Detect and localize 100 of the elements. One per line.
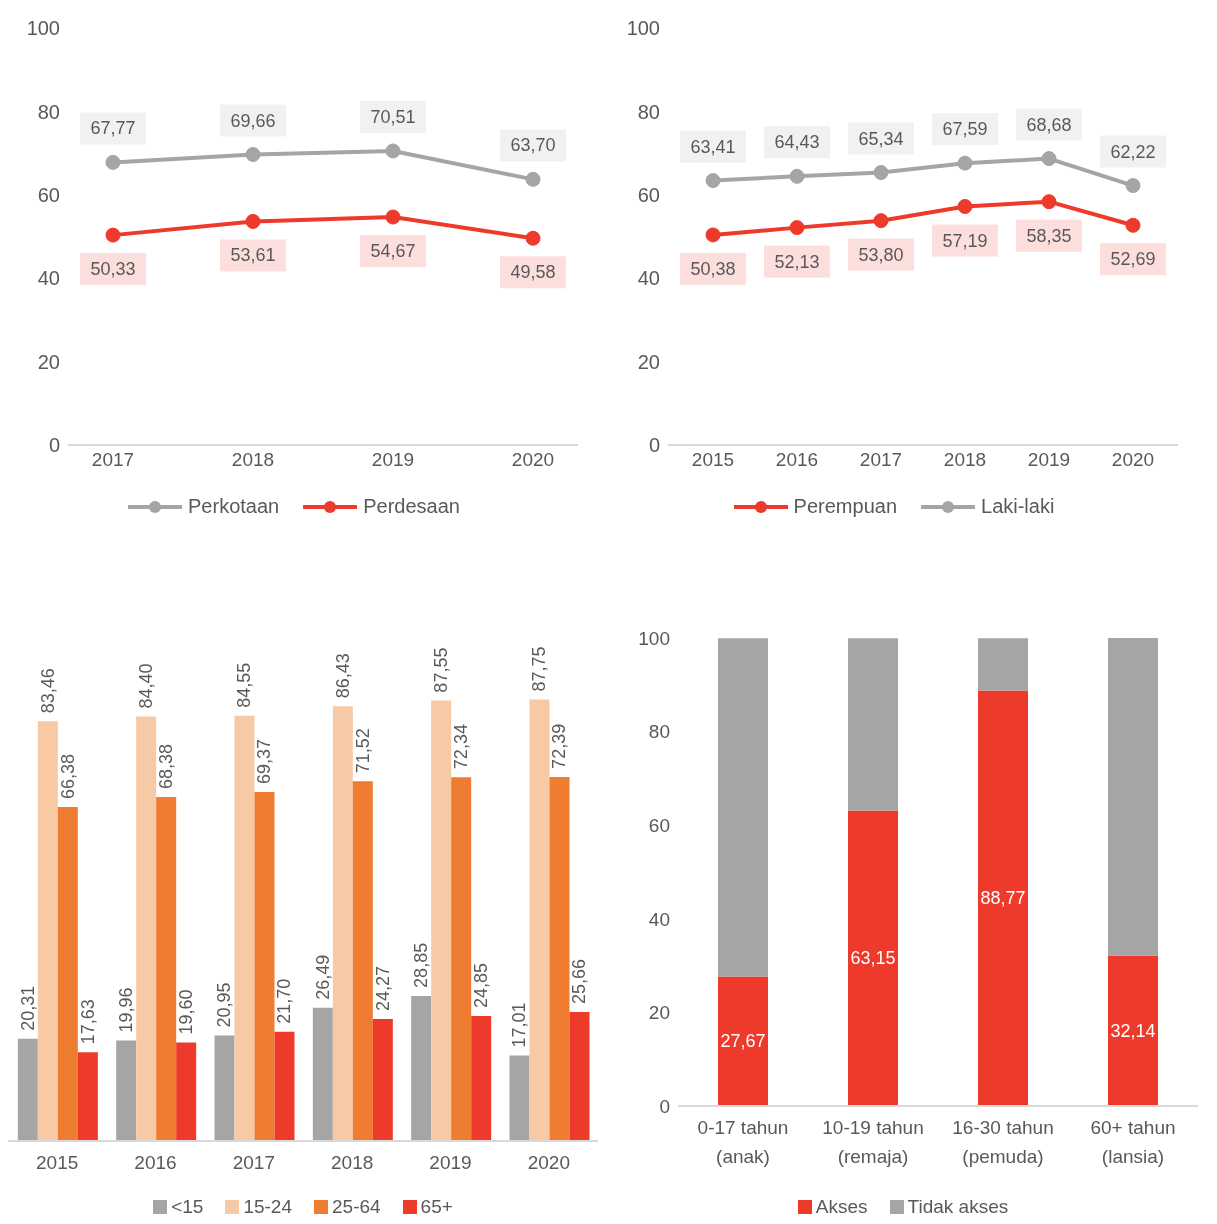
x-tick-label: 2015 [691,449,735,471]
point [789,168,805,184]
bar [848,638,898,811]
legend-label: Laki-laki [981,495,1055,518]
point [245,147,261,163]
data-label: 66,38 [57,754,78,800]
point [525,171,541,187]
point [1125,178,1141,194]
data-label: 32,14 [1110,1020,1156,1041]
data-label: 63,15 [850,948,896,969]
point [1041,151,1057,167]
x-tick-label: 2015 [36,1152,79,1173]
data-label: 49,58 [510,262,556,283]
x-tick-label: 2017 [859,449,903,471]
point [105,227,121,243]
bar [1108,955,1158,1106]
bar [411,995,432,1141]
point [105,154,121,170]
y-tick-label: 100 [626,17,660,40]
point [1041,194,1057,210]
x-tick-label: 2020 [527,1152,570,1173]
data-label: 54,67 [370,241,416,262]
data-label: 69,66 [230,110,276,131]
data-label: 19,96 [116,987,137,1033]
x-tick-label: 2017 [91,449,135,471]
point [705,227,721,243]
data-label: 24,27 [372,965,393,1011]
data-label: 52,13 [774,251,820,272]
bar [431,700,452,1141]
bar [234,715,255,1141]
x-tick-label: 0-17 tahun (anak) [697,1117,789,1167]
y-tick-label: 100 [26,17,60,40]
bar [718,976,768,1106]
data-label: 72,34 [451,724,472,770]
x-tick-label: 2018 [943,449,987,471]
legend-label: Akses [815,1196,868,1218]
data-label: 67,59 [942,119,988,140]
y-tick-label: 40 [37,267,60,290]
point [957,199,973,215]
data-label: 53,80 [858,244,904,265]
bar [372,1018,393,1141]
data-label: 53,61 [230,245,276,266]
data-label: 70,51 [370,106,416,127]
x-tick-label: 2016 [775,449,819,471]
data-label: 50,33 [90,259,136,280]
point [789,220,805,236]
point [1125,217,1141,233]
data-label: 71,52 [352,728,373,774]
bar [451,777,472,1141]
point [873,165,889,181]
legend-label: 15-24 [243,1196,292,1218]
data-label: 84,40 [136,663,157,709]
data-label: 50,38 [690,258,736,279]
bar [471,1016,492,1141]
x-tick-label: 2018 [231,449,275,471]
point [385,143,401,159]
data-label: 25,66 [569,958,590,1004]
y-tick-label: 0 [659,1095,670,1117]
data-label: 20,31 [17,985,38,1031]
data-label: 57,19 [942,230,988,251]
bar [57,807,78,1141]
legend-label: Perkotaan [188,495,280,518]
bar [569,1011,590,1141]
data-label: 26,49 [312,954,333,1000]
data-label: 58,35 [1026,225,1072,246]
x-tick-label: 60+ tahun (lansia) [1090,1117,1176,1167]
bar [116,1040,137,1141]
x-tick-label: 16-30 tahun (pemuda) [952,1117,1054,1167]
bar [332,706,353,1141]
data-label: 24,85 [471,962,492,1008]
bar [254,792,275,1141]
x-tick-label: 2019 [371,449,415,471]
data-label: 87,75 [529,646,550,692]
x-tick-label: 2016 [134,1152,177,1173]
data-label: 84,55 [234,662,255,708]
data-label: 63,70 [510,135,556,156]
data-label: 21,70 [274,978,295,1024]
bar [549,776,570,1141]
bar [978,638,1028,691]
data-label: 17,01 [509,1002,530,1048]
y-tick-label: 60 [637,183,660,206]
y-tick-label: 20 [637,350,660,373]
data-label: 83,46 [37,668,58,714]
point [873,213,889,229]
bar [312,1007,333,1141]
y-tick-label: 60 [648,814,670,836]
point [957,155,973,171]
data-label: 69,37 [254,739,275,785]
bar [136,716,157,1141]
data-label: 19,60 [176,989,197,1035]
bar [529,699,550,1141]
point [245,213,261,229]
point [385,209,401,225]
y-tick-label: 80 [37,100,60,123]
data-label: 72,39 [549,723,570,769]
y-tick-label: 40 [648,908,670,930]
bar [17,1038,38,1141]
data-label: 63,41 [690,136,736,157]
data-label: 87,55 [431,647,452,693]
x-tick-label: 2017 [232,1152,275,1173]
